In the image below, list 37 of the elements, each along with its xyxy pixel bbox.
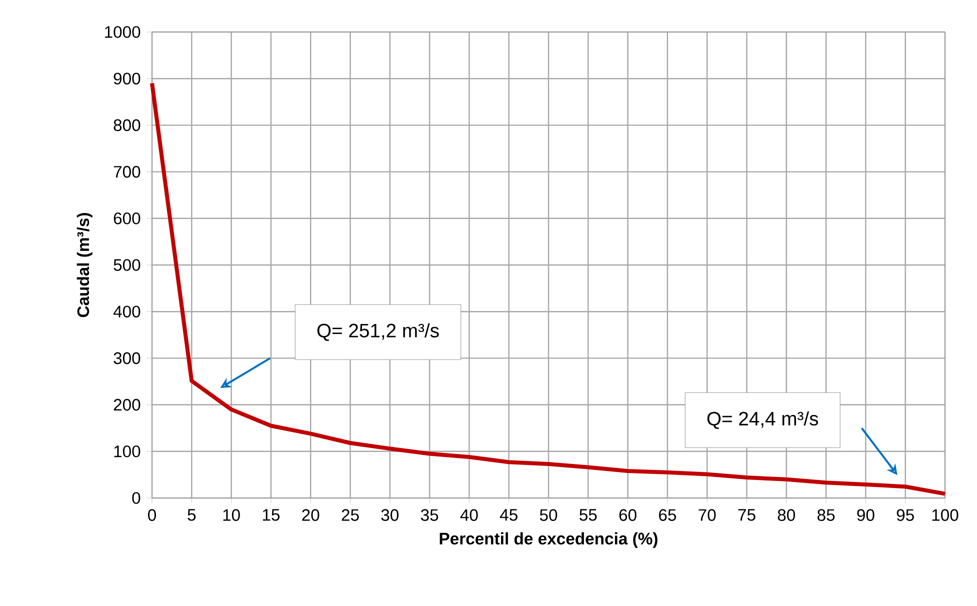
x-tick-label: 15: [262, 509, 280, 521]
x-tick-label: 80: [778, 509, 796, 521]
annotation: Q= 251,2 m³/s: [317, 323, 439, 341]
x-tick-label: 85: [818, 509, 835, 521]
y-tick-label: 600: [114, 212, 140, 224]
x-tick-label: 100: [932, 509, 958, 521]
x-tick-label: 60: [619, 509, 636, 521]
x-tick-label: 70: [698, 509, 716, 521]
y-tick-label: 1000: [105, 26, 140, 38]
x-tick-label: 45: [500, 509, 518, 521]
y-tick-label: 500: [114, 259, 140, 271]
y-tick-label: 200: [114, 398, 140, 411]
x-tick-label: 65: [659, 509, 676, 521]
x-tick-label: 90: [857, 509, 874, 521]
x-tick-label: 5: [188, 509, 196, 521]
x-axis-title: Percentil de excedencia (%): [440, 532, 658, 548]
x-tick-label: 30: [381, 509, 399, 521]
y-tick-label: 900: [114, 72, 140, 84]
y-tick-label: 300: [114, 352, 140, 364]
x-tick-label: 0: [148, 509, 156, 521]
y-tick-label: 0: [132, 492, 140, 504]
line-series: [150, 81, 947, 496]
y-axis-title: Caudal (m³/s): [76, 213, 92, 318]
x-tick-label: 55: [580, 509, 597, 521]
y-tick-label: 800: [114, 119, 140, 132]
y-tick-label: 100: [114, 445, 140, 458]
x-tick-label: 40: [460, 509, 478, 521]
x-tick-label: 20: [302, 509, 320, 521]
y-tick-label: 700: [114, 166, 140, 178]
x-tick-label: 50: [540, 509, 558, 521]
x-tick-label: 25: [342, 509, 359, 521]
x-tick-label: 35: [420, 509, 438, 521]
x-tick-label: 95: [896, 509, 914, 521]
annotation: Q= 24,4 m³/s: [707, 411, 818, 429]
x-tick-label: 75: [738, 509, 756, 521]
x-tick-label: 10: [223, 509, 240, 521]
y-tick-label: 400: [113, 306, 140, 318]
